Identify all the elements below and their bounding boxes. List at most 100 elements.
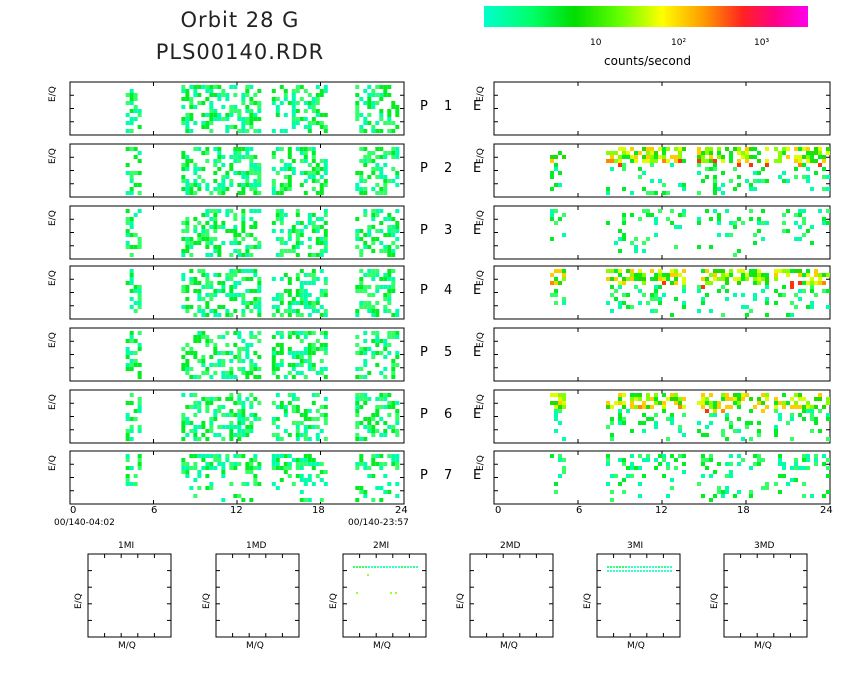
- heatmap-cell: [383, 155, 388, 159]
- heatmap-cell: [630, 213, 634, 217]
- heatmap-cell: [311, 101, 316, 105]
- heatmap-cell: [705, 175, 709, 179]
- heatmap-cell: [558, 421, 562, 425]
- heatmap-cell: [822, 289, 826, 293]
- heatmap-cell: [367, 159, 372, 163]
- heatmap-cell: [359, 301, 364, 305]
- heatmap-cell: [782, 293, 786, 297]
- mq-panel-frame: [87, 553, 172, 638]
- left-panel-frame-5: [69, 327, 405, 382]
- heatmap-cell: [287, 305, 292, 309]
- heatmap-cell: [749, 183, 753, 187]
- energy-label: E: [473, 223, 482, 238]
- heatmap-cell: [391, 359, 396, 363]
- heatmap-cell: [319, 413, 324, 417]
- heatmap-cell: [391, 454, 396, 458]
- heatmap-cell: [303, 117, 308, 121]
- heatmap-cell: [367, 105, 372, 109]
- heatmap-cell: [814, 171, 818, 175]
- heatmap-cell: [367, 233, 372, 237]
- heatmap-cell: [241, 191, 246, 195]
- heatmap-cell: [614, 474, 618, 478]
- heatmap-cell: [822, 159, 826, 163]
- heatmap-cell: [253, 245, 258, 249]
- heatmap-cell: [303, 147, 308, 151]
- heatmap-cell: [713, 401, 717, 405]
- heatmap-cell: [133, 155, 138, 159]
- heatmap-cell: [133, 289, 138, 293]
- heatmap-cell: [271, 421, 276, 425]
- heatmap-cell: [189, 486, 194, 490]
- heatmap-cell: [197, 401, 202, 405]
- heatmap-cell: [209, 113, 214, 117]
- heatmap-cell: [375, 343, 380, 347]
- heatmap-cell: [245, 375, 250, 379]
- heatmap-cell: [279, 209, 284, 213]
- heatmap-cell: [319, 121, 324, 125]
- heatmap-cell: [802, 454, 806, 458]
- heatmap-cell: [185, 129, 190, 133]
- heatmap-cell: [697, 155, 701, 159]
- heatmap-cell: [299, 371, 304, 375]
- heatmap-cell: [193, 289, 198, 293]
- heatmap-cell: [355, 486, 360, 490]
- heatmap-cell: [367, 245, 372, 249]
- heatmap-cell: [271, 454, 276, 458]
- heatmap-cell: [233, 281, 238, 285]
- heatmap-cell: [279, 147, 284, 151]
- heatmap-cell: [721, 313, 725, 317]
- heatmap-cell: [241, 117, 246, 121]
- heatmap-cell: [367, 93, 372, 97]
- heatmap-cell: [826, 273, 830, 277]
- heatmap-cell: [241, 155, 246, 159]
- heatmap-cell: [303, 413, 308, 417]
- heatmap-cell: [654, 309, 658, 313]
- heatmap-cell: [379, 241, 384, 245]
- heatmap-cell: [213, 85, 218, 89]
- mq-count-dot: [353, 566, 355, 568]
- heatmap-cell: [550, 237, 554, 241]
- heatmap-cell: [697, 421, 701, 425]
- heatmap-cell: [311, 401, 316, 405]
- mq-panel-frame: [723, 553, 808, 638]
- heatmap-cell: [806, 401, 810, 405]
- heatmap-cell: [185, 245, 190, 249]
- heatmap-cell: [287, 151, 292, 155]
- heatmap-cell: [129, 351, 134, 355]
- heatmap-cell: [818, 393, 822, 397]
- heatmap-cell: [814, 454, 818, 458]
- heatmap-cell: [810, 405, 814, 409]
- heatmap-cell: [323, 125, 328, 129]
- heatmap-cell: [197, 474, 202, 478]
- heatmap-cell: [638, 217, 642, 221]
- mq-count-dot: [607, 566, 609, 568]
- heatmap-cell: [245, 466, 250, 470]
- heatmap-cell: [185, 89, 190, 93]
- heatmap-cell: [654, 397, 658, 401]
- heatmap-cell: [295, 289, 300, 293]
- heatmap-cell: [395, 417, 400, 421]
- heatmap-cell: [765, 179, 769, 183]
- heatmap-cell: [761, 458, 765, 462]
- heatmap-cell: [129, 305, 134, 309]
- heatmap-cell: [323, 293, 328, 297]
- heatmap-cell: [387, 482, 392, 486]
- heatmap-cell: [271, 351, 276, 355]
- heatmap-cell: [379, 221, 384, 225]
- heatmap-cell: [650, 151, 654, 155]
- heatmap-cell: [137, 159, 142, 163]
- heatmap-cell: [129, 187, 134, 191]
- heatmap-cell: [189, 305, 194, 309]
- heatmap-cell: [387, 109, 392, 113]
- heatmap-cell: [794, 305, 798, 309]
- heatmap-cell: [229, 351, 234, 355]
- heatmap-cell: [806, 175, 810, 179]
- heatmap-cell: [125, 351, 130, 355]
- heatmap-cell: [558, 401, 562, 405]
- heatmap-cell: [713, 413, 717, 417]
- heatmap-cell: [778, 458, 782, 462]
- heatmap-cell: [315, 347, 320, 351]
- heatmap-cell: [323, 85, 328, 89]
- heatmap-cell: [654, 401, 658, 405]
- heatmap-cell: [682, 462, 686, 466]
